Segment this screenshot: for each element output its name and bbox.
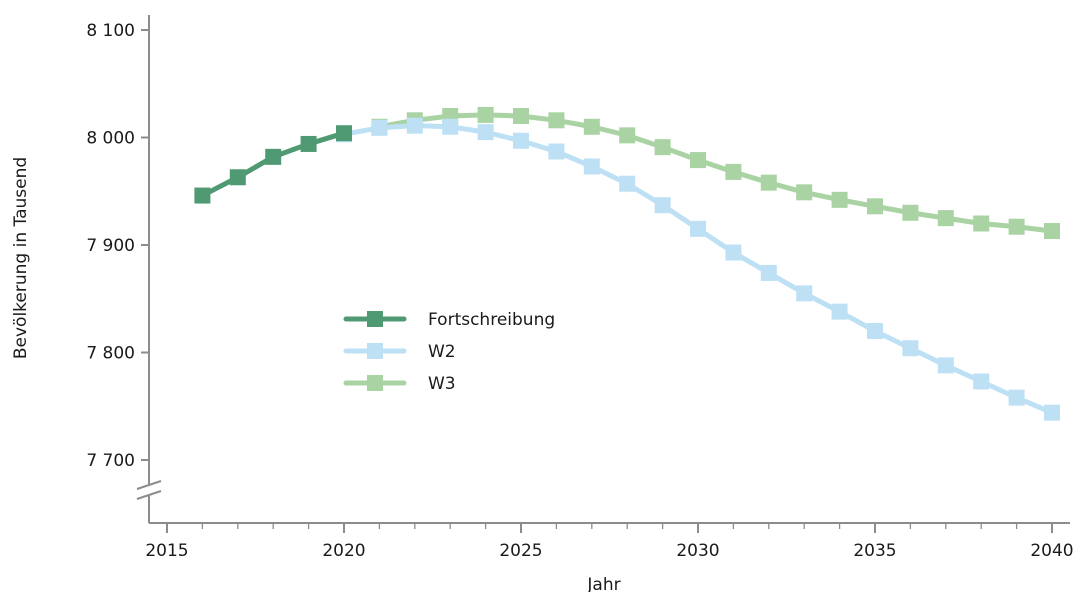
y-tick-label: 7 800 <box>86 344 135 364</box>
y-tick-label: 7 900 <box>86 236 135 256</box>
data-point-w2 <box>937 357 954 374</box>
data-point-fortschreibung <box>229 169 246 186</box>
data-point-w2 <box>796 285 813 302</box>
data-point-w3 <box>867 198 883 215</box>
legend-label: W2 <box>428 342 456 362</box>
x-tick-label: 2015 <box>145 541 188 561</box>
legend-swatch-marker <box>367 375 383 391</box>
data-point-w3 <box>973 215 990 232</box>
x-tick-label: 2040 <box>1030 541 1073 561</box>
data-point-w3 <box>513 108 529 124</box>
x-tick-label: 2025 <box>499 541 542 561</box>
data-point-w3 <box>725 163 742 180</box>
y-tick-label: 8 000 <box>86 129 135 149</box>
data-point-w3 <box>619 127 636 144</box>
legend: Fortschreibung W2 W3 <box>343 310 555 394</box>
data-point-w3 <box>477 106 494 123</box>
data-point-fortschreibung <box>194 187 211 204</box>
data-point-w3 <box>654 139 671 156</box>
legend-swatch-marker <box>367 343 383 359</box>
data-point-w2 <box>477 124 494 141</box>
data-point-fortschreibung <box>265 148 282 165</box>
data-point-w3 <box>1008 218 1025 235</box>
y-tick-label: 7 700 <box>86 451 135 471</box>
data-point-w2 <box>867 323 883 339</box>
data-point-w3 <box>902 204 919 221</box>
data-point-w2 <box>1008 389 1025 406</box>
data-point-w2 <box>902 340 919 357</box>
legend-swatch-marker <box>367 311 383 327</box>
data-point-w2 <box>654 197 671 214</box>
axes: 7 700 7 800 7 900 8 000 8 100 2015 2020 2025 203… <box>86 15 1074 561</box>
legend-label: W3 <box>428 374 456 394</box>
data-point-w3 <box>796 184 813 201</box>
x-tick-label: 2035 <box>853 541 896 561</box>
data-point-w2 <box>442 118 459 135</box>
data-point-w3 <box>690 152 706 169</box>
data-point-w3 <box>831 191 848 208</box>
data-point-w2 <box>513 132 529 149</box>
data-point-fortschreibung <box>300 135 317 152</box>
y-tick-label: 8 100 <box>86 21 135 41</box>
data-point-w2 <box>619 175 636 192</box>
data-point-fortschreibung <box>336 125 352 142</box>
x-tick-label: 2030 <box>676 541 719 561</box>
y-axis-title: Bevölkerung in Tausend <box>11 157 31 359</box>
data-point-w2 <box>1044 404 1060 421</box>
x-tick-label: 2020 <box>322 541 365 561</box>
data-point-w2 <box>583 158 600 175</box>
axis-break-mark <box>136 490 162 500</box>
legend-label: Fortschreibung <box>428 310 555 330</box>
data-point-w2 <box>406 117 423 134</box>
data-point-w2 <box>973 373 990 390</box>
data-point-w2 <box>831 303 848 320</box>
data-point-w2 <box>690 220 706 237</box>
data-point-w2 <box>371 119 388 136</box>
data-point-w3 <box>548 112 565 129</box>
data-point-w3 <box>1044 223 1060 240</box>
series-lines <box>199 112 1055 416</box>
series-markers <box>194 106 1060 421</box>
axis-break-mark <box>136 480 162 490</box>
data-point-w2 <box>760 264 777 281</box>
data-point-w3 <box>583 118 600 135</box>
x-axis-title: Jahr <box>586 575 620 592</box>
data-point-w3 <box>937 210 954 227</box>
data-point-w2 <box>725 244 742 261</box>
data-point-w2 <box>548 143 565 160</box>
data-point-w3 <box>760 174 777 191</box>
